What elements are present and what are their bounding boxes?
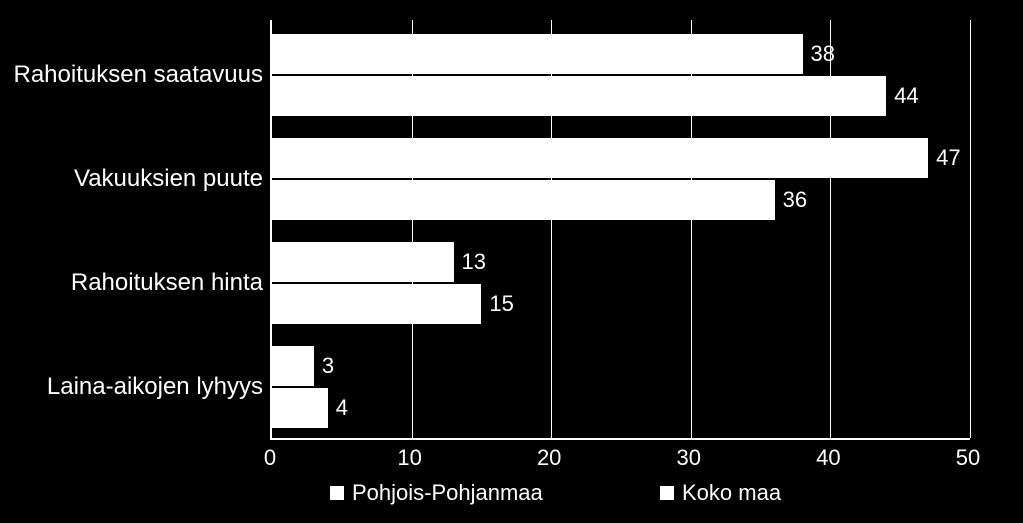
x-tick: 20 <box>537 445 561 471</box>
bar-series-b: 15 <box>272 284 481 324</box>
bar-value: 47 <box>928 145 960 171</box>
bar-series-a: 13 <box>272 242 454 282</box>
legend-swatch-icon <box>660 486 674 500</box>
x-tick: 0 <box>264 445 276 471</box>
legend-label: Pohjois-Pohjanmaa <box>352 480 543 506</box>
bar-value: 15 <box>481 291 513 317</box>
bar-value: 38 <box>803 41 835 67</box>
legend-item-b: Koko maa <box>660 480 781 506</box>
bar-series-a: 3 <box>272 346 314 386</box>
x-tick: 10 <box>397 445 421 471</box>
plot-area: 38 44 47 36 13 15 3 4 <box>270 20 970 440</box>
legend-label: Koko maa <box>682 480 781 506</box>
bar-value: 3 <box>314 353 334 379</box>
x-tick: 30 <box>677 445 701 471</box>
x-tick: 40 <box>816 445 840 471</box>
bar-series-b: 4 <box>272 388 328 428</box>
category-label: Rahoituksen saatavuus <box>14 61 264 89</box>
gridline <box>970 20 971 438</box>
legend-item-a: Pohjois-Pohjanmaa <box>330 480 543 506</box>
bar-series-b: 44 <box>272 76 886 116</box>
bar-value: 4 <box>328 395 348 421</box>
bar-value: 13 <box>454 249 486 275</box>
bar-value: 36 <box>775 187 807 213</box>
bar-series-b: 36 <box>272 180 775 220</box>
category-label: Laina-aikojen lyhyys <box>47 373 263 401</box>
category-label: Vakuuksien puute <box>74 165 263 193</box>
category-label: Rahoituksen hinta <box>71 269 263 297</box>
bar-value: 44 <box>886 83 918 109</box>
bar-series-a: 47 <box>272 138 928 178</box>
bar-chart: 38 44 47 36 13 15 3 4 Rahoituksen saatav… <box>0 0 1023 523</box>
bar-series-a: 38 <box>272 34 803 74</box>
legend-swatch-icon <box>330 486 344 500</box>
x-tick: 50 <box>956 445 980 471</box>
